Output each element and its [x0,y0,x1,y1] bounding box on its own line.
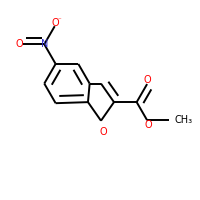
Text: O: O [99,127,107,137]
Text: ⁻: ⁻ [58,17,61,23]
Text: O: O [144,120,152,130]
Text: O: O [52,18,59,28]
Text: N: N [41,39,48,49]
Text: O: O [15,39,23,49]
Text: CH₃: CH₃ [175,115,193,125]
Text: O: O [144,75,152,85]
